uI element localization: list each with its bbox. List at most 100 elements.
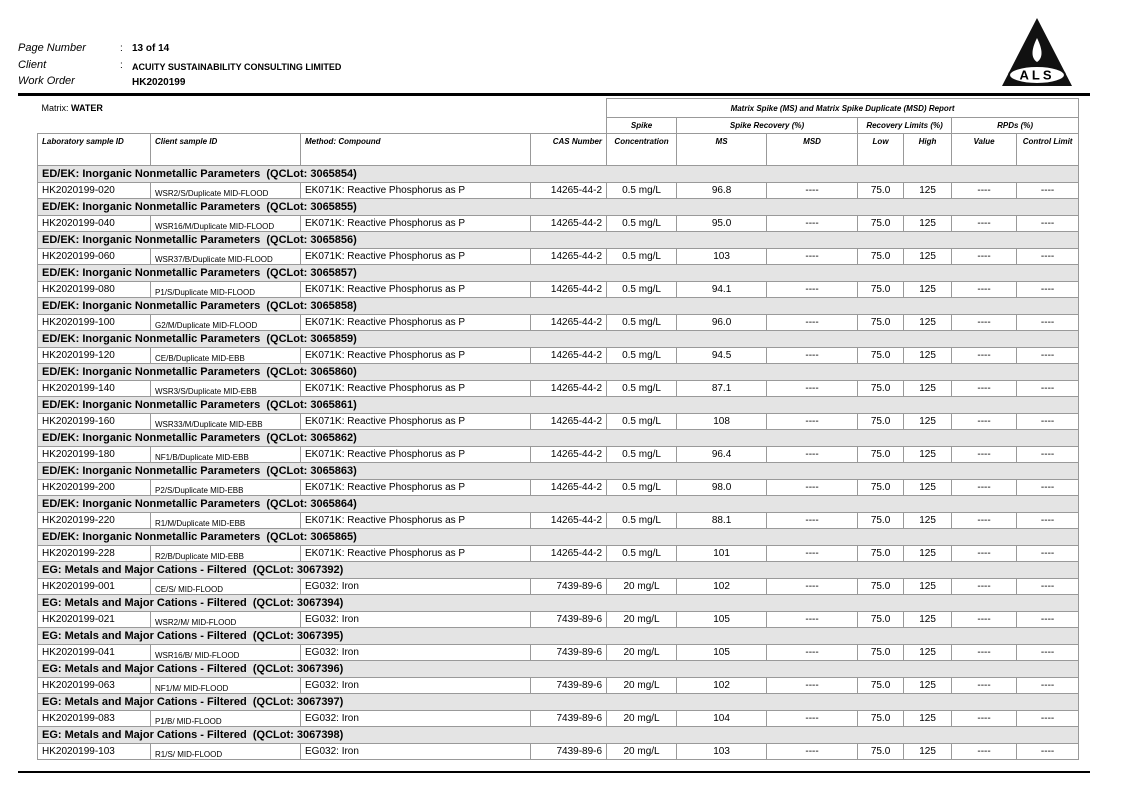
cell: 125 (903, 578, 953, 595)
data-row: HK2020199-100 G2/M/Duplicate MID-FLOOD EK0… (37, 314, 1080, 331)
cell: 75.0 (857, 446, 905, 463)
cell: 96.4 (676, 446, 768, 463)
cell: 14265-44-2 (529, 281, 608, 298)
group-title: ED/EK: Inorganic Nonmetallic Parameters … (36, 297, 1080, 315)
cell: 125 (903, 545, 953, 562)
cell: 96.8 (676, 182, 768, 199)
cell: 14265-44-2 (529, 182, 608, 199)
group-title: EG: Metals and Major Cations - Filtered … (36, 726, 1080, 744)
group-header: Spike Recovery (%) (676, 117, 859, 134)
column-header: Low (857, 133, 905, 166)
cell: 75.0 (857, 347, 905, 364)
cell: ---- (951, 380, 1018, 397)
cell: ---- (951, 644, 1018, 661)
cell: ---- (1016, 479, 1080, 496)
cell: EK071K: Reactive Phosphorus as P (300, 281, 531, 298)
cell: HK2020199-140 (37, 380, 151, 397)
cell: 125 (903, 215, 953, 232)
cell: 96.0 (676, 314, 768, 331)
cell: 20 mg/L (606, 710, 678, 727)
cell: 125 (903, 710, 953, 727)
cell: 14265-44-2 (529, 512, 608, 529)
value: ACUITY SUSTAINABILITY CONSULTING LIMITED (132, 62, 342, 72)
cell: ---- (1016, 710, 1080, 727)
header-rule (18, 93, 1090, 96)
cell: 14265-44-2 (529, 314, 608, 331)
cell: 94.1 (676, 281, 768, 298)
cell: 75.0 (857, 611, 905, 628)
cell: HK2020199-160 (37, 413, 151, 430)
cell: HK2020199-200 (37, 479, 151, 496)
cell: 0.5 mg/L (606, 215, 678, 232)
data-row: HK2020199-228 R2/B/Duplicate MID-EBB EK071… (37, 545, 1080, 562)
cell: EK071K: Reactive Phosphorus as P (300, 413, 531, 430)
data-row: HK2020199-200 P2/S/Duplicate MID-EBB EK071… (37, 479, 1080, 496)
cell: ---- (951, 281, 1018, 298)
cell: ---- (1016, 578, 1080, 595)
cell: 0.5 mg/L (606, 413, 678, 430)
group-row: ED/EK: Inorganic Nonmetallic Parameters … (36, 429, 1080, 447)
cell: 95.0 (676, 215, 768, 232)
cell: EK071K: Reactive Phosphorus as P (300, 182, 531, 199)
data-row: HK2020199-160 WSR33/M/Duplicate MID-EBB EK… (37, 413, 1080, 430)
cell: 75.0 (857, 248, 905, 265)
cell: WSR2/M/ MID-FLOOD (150, 611, 301, 628)
cell: 75.0 (857, 743, 905, 760)
group-title: EG: Metals and Major Cations - Filtered … (36, 594, 1080, 612)
cell: ---- (951, 314, 1018, 331)
cell: ---- (1016, 677, 1080, 694)
cell: 0.5 mg/L (606, 380, 678, 397)
cell: ---- (951, 743, 1018, 760)
cell: ---- (1016, 644, 1080, 661)
cell: ---- (951, 248, 1018, 265)
cell: NF1/M/ MID-FLOOD (150, 677, 301, 694)
cell: HK2020199-020 (37, 182, 151, 199)
cell: 125 (903, 182, 953, 199)
cell: 14265-44-2 (529, 380, 608, 397)
cell: 125 (903, 611, 953, 628)
footer-rule (18, 771, 1090, 773)
group-row: ED/EK: Inorganic Nonmetallic Parameters … (36, 264, 1080, 282)
cell: HK2020199-100 (37, 314, 151, 331)
cell: P1/B/ MID-FLOOD (150, 710, 301, 727)
cell: 94.5 (676, 347, 768, 364)
column-header: Method: Compound (300, 133, 531, 166)
cell: EK071K: Reactive Phosphorus as P (300, 446, 531, 463)
cell: 20 mg/L (606, 677, 678, 694)
cell: HK2020199-001 (37, 578, 151, 595)
cell: ---- (1016, 413, 1080, 430)
cell: 75.0 (857, 182, 905, 199)
cell: 102 (676, 578, 768, 595)
cell: WSR16/B/ MID-FLOOD (150, 644, 301, 661)
cell: 14265-44-2 (529, 479, 608, 496)
group-row: ED/EK: Inorganic Nonmetallic Parameters … (36, 297, 1080, 315)
cell: ---- (766, 578, 859, 595)
cell: ---- (766, 512, 859, 529)
cell: 0.5 mg/L (606, 347, 678, 364)
column-header: MS (676, 133, 768, 166)
cell: HK2020199-060 (37, 248, 151, 265)
cell: 20 mg/L (606, 743, 678, 760)
group-title: EG: Metals and Major Cations - Filtered … (36, 660, 1080, 678)
cell: ---- (766, 611, 859, 628)
group-title: EG: Metals and Major Cations - Filtered … (36, 627, 1080, 645)
data-row: HK2020199-080 P1/S/Duplicate MID-FLOOD EK0… (37, 281, 1080, 298)
cell: EK071K: Reactive Phosphorus as P (300, 512, 531, 529)
data-row: HK2020199-180 NF1/B/Duplicate MID-EBB EK07… (37, 446, 1080, 463)
cell: ---- (951, 347, 1018, 364)
cell: 88.1 (676, 512, 768, 529)
qc-table: Matrix: WATER Matrix Spike (MS) and Matr… (36, 98, 1080, 760)
cell: 105 (676, 644, 768, 661)
cell: CE/B/Duplicate MID-EBB (150, 347, 301, 364)
cell: 14265-44-2 (529, 545, 608, 562)
cell: ---- (766, 215, 859, 232)
cell: EG032: Iron (300, 578, 531, 595)
logo-oval (1008, 65, 1066, 85)
cell: ---- (766, 710, 859, 727)
group-title: ED/EK: Inorganic Nonmetallic Parameters … (36, 495, 1080, 513)
group-title: ED/EK: Inorganic Nonmetallic Parameters … (36, 264, 1080, 282)
cell: HK2020199-180 (37, 446, 151, 463)
header-row: Matrix: WATER Matrix Spike (MS) and Matr… (38, 98, 1080, 118)
cell: ---- (951, 578, 1018, 595)
cell: HK2020199-120 (37, 347, 151, 364)
